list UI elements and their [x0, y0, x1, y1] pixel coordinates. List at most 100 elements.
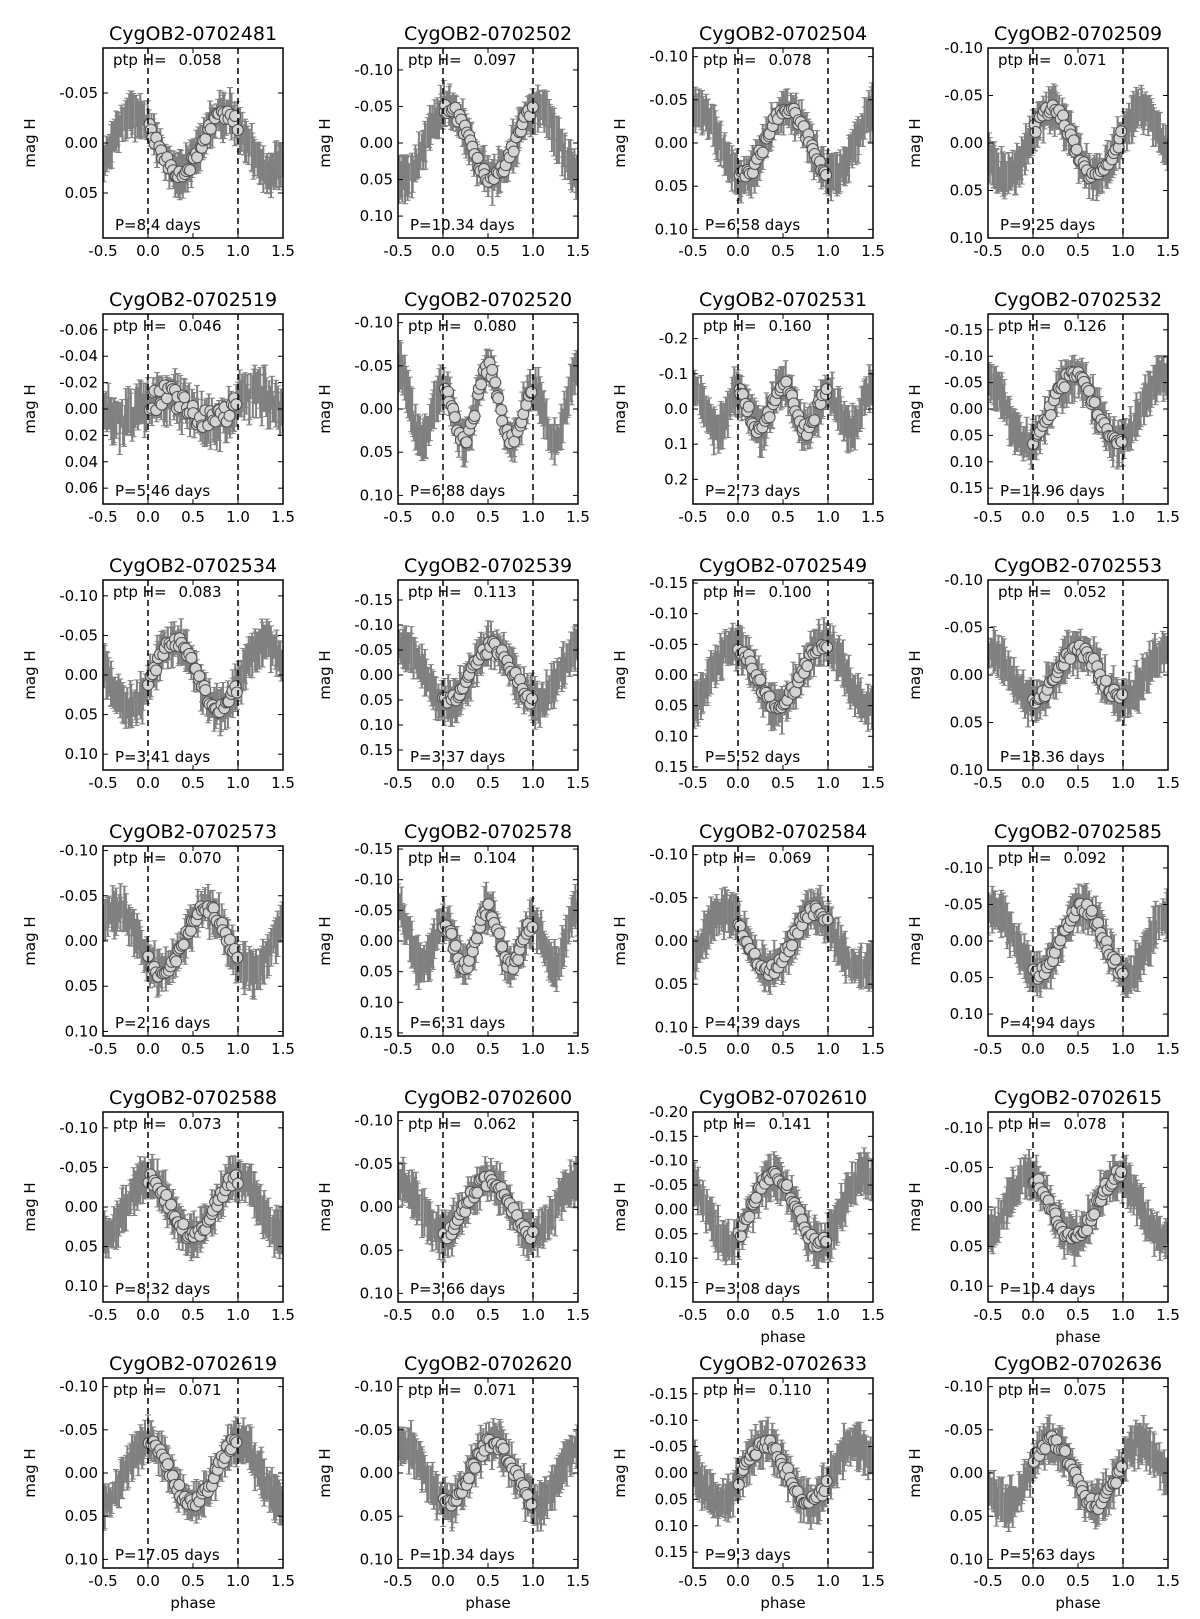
light-curve-panel: -0.10-0.050.000.050.10-0.5 0.0 0.5 1.0 1.5Cy…: [316, 23, 590, 260]
data-point: [223, 409, 236, 422]
period-annotation: P=2.73 days: [705, 482, 800, 500]
data-layer: [693, 360, 873, 459]
panel-title: CygOB2-0702509: [994, 23, 1162, 45]
y-tick-label: -0.05: [944, 87, 983, 105]
x-tick-label: -0.5: [383, 508, 412, 526]
y-axis-label: mag H: [316, 118, 334, 167]
x-tick-label: 0.0: [136, 774, 160, 792]
y-tick-label: -0.06: [59, 321, 98, 339]
light-curve-panel: -0.10-0.050.000.050.10-0.5 0.0 0.5 1.0 1.5Cy…: [906, 23, 1180, 260]
y-tick-label: -0.2: [659, 330, 688, 348]
period-prefix: P=: [705, 482, 727, 500]
y-tick-label: 0.04: [65, 453, 98, 471]
y-tick-label: -0.10: [944, 39, 983, 57]
data-point: [230, 686, 243, 699]
y-axis-label: mag H: [906, 118, 924, 167]
x-tick-label: 0.5: [1066, 242, 1090, 260]
y-tick-label: 0.00: [950, 400, 983, 418]
x-tick-label: 0.5: [771, 242, 795, 260]
y-tick-label: 0.05: [655, 177, 688, 195]
data-point: [492, 392, 505, 405]
light-curve-panel: -0.06 -0.04 -0.02 0.00 0.02 0.04 0.06 -0.5 0.0 0.…: [21, 289, 295, 526]
ptp-annotation: ptp H= 0.083: [113, 583, 222, 601]
data-layer: [103, 364, 283, 456]
x-tick-label: 1.0: [226, 242, 250, 260]
data-point: [183, 164, 196, 177]
data-point: [820, 383, 833, 396]
data-layer: [988, 354, 1168, 470]
x-tick-label: 1.5: [861, 508, 885, 526]
data-layer: [398, 79, 578, 206]
x-tick-label: 0.5: [771, 508, 795, 526]
data-point: [178, 391, 191, 404]
x-tick-label: -0.5: [678, 508, 707, 526]
data-point: [230, 398, 243, 411]
y-tick-label: -0.04: [59, 347, 98, 365]
data-point: [468, 409, 481, 422]
ptp-prefix: ptp H=: [408, 51, 462, 69]
y-tick-label: 0.10: [950, 229, 983, 247]
x-tick-label: 1.0: [816, 508, 840, 526]
x-tick-label: 0.0: [136, 242, 160, 260]
data-point: [442, 385, 455, 398]
data-layer: [103, 87, 283, 201]
data-layer: [398, 620, 578, 730]
y-axis-label: mag H: [21, 650, 39, 699]
light-curve-panel: -0.10-0.050.000.050.10-0.5 0.0 0.5 1.0 1.5Cy…: [316, 289, 590, 526]
period-annotation: P=14.96 days: [1000, 482, 1105, 500]
panel-title: CygOB2-0702481: [109, 23, 277, 45]
period-value: 6.88: [432, 482, 465, 500]
y-tick-label: 0.05: [950, 182, 983, 200]
y-tick-label: 0.00: [65, 134, 98, 152]
y-axis-label: mag H: [316, 384, 334, 433]
data-point: [489, 376, 502, 389]
ptp-annotation: ptp H= 0.126: [998, 317, 1107, 335]
x-tick-label: 1.5: [1156, 242, 1180, 260]
light-curve-panel: -0.10-0.050.000.050.10-0.5 0.0 0.5 1.0 1.5Cy…: [21, 555, 295, 792]
x-tick-label: 0.5: [476, 242, 500, 260]
y-tick-label: 0.10: [360, 207, 393, 225]
period-value: 3.41: [137, 748, 170, 766]
x-tick-label: 0.5: [181, 508, 205, 526]
x-tick-label: 1.0: [226, 508, 250, 526]
ptp-value: 0.097: [474, 51, 517, 69]
y-tick-label: -0.05: [649, 91, 688, 109]
period-suffix: days: [1055, 216, 1095, 234]
x-tick-label: 1.5: [271, 242, 295, 260]
period-suffix: days: [170, 748, 210, 766]
y-tick-label: -0.10: [944, 347, 983, 365]
light-curve-panel: -0.10-0.050.000.050.10-0.5 0.0 0.5 1.0 1.5Cy…: [611, 23, 885, 260]
data-point: [150, 664, 163, 677]
y-tick-label: 0.1: [664, 435, 688, 453]
data-point: [193, 670, 206, 683]
panel-title: CygOB2-0702504: [699, 23, 867, 45]
x-tick-label: 1.5: [566, 508, 590, 526]
data-point: [448, 411, 461, 424]
data-layer: [103, 618, 283, 737]
ptp-value: 0.046: [179, 317, 222, 335]
data-layer: [398, 340, 578, 468]
ptp-prefix: ptp H=: [998, 51, 1052, 69]
light-curve-panel: -0.15 -0.10 -0.05 0.00 0.05 0.10 0.15 -0.5 0.0 0.…: [906, 289, 1180, 526]
x-tick-label: 1.0: [816, 242, 840, 260]
y-axis-label: mag H: [21, 384, 39, 433]
panel-title: CygOB2-0702520: [404, 289, 572, 311]
x-tick-label: 1.5: [1156, 508, 1180, 526]
period-suffix: days: [760, 216, 800, 234]
data-point: [199, 133, 212, 146]
ptp-value: 0.078: [769, 51, 812, 69]
data-point: [229, 109, 242, 122]
data-point: [1070, 143, 1083, 156]
panel-title: CygOB2-0702532: [994, 289, 1162, 311]
period-suffix: days: [170, 482, 210, 500]
data-point: [495, 403, 508, 416]
period-value: 5.46: [137, 482, 170, 500]
data-point: [199, 684, 212, 697]
data-point: [1057, 109, 1070, 122]
period-value: 2.73: [727, 482, 760, 500]
y-axis-label: mag H: [21, 118, 39, 167]
x-tick-label: 1.0: [1111, 242, 1135, 260]
x-tick-label: 0.5: [181, 242, 205, 260]
y-tick-label: 0.00: [65, 666, 98, 684]
